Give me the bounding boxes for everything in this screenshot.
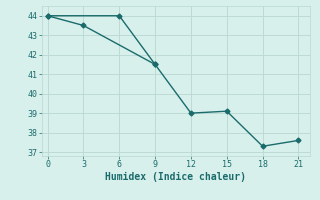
X-axis label: Humidex (Indice chaleur): Humidex (Indice chaleur) (106, 172, 246, 182)
